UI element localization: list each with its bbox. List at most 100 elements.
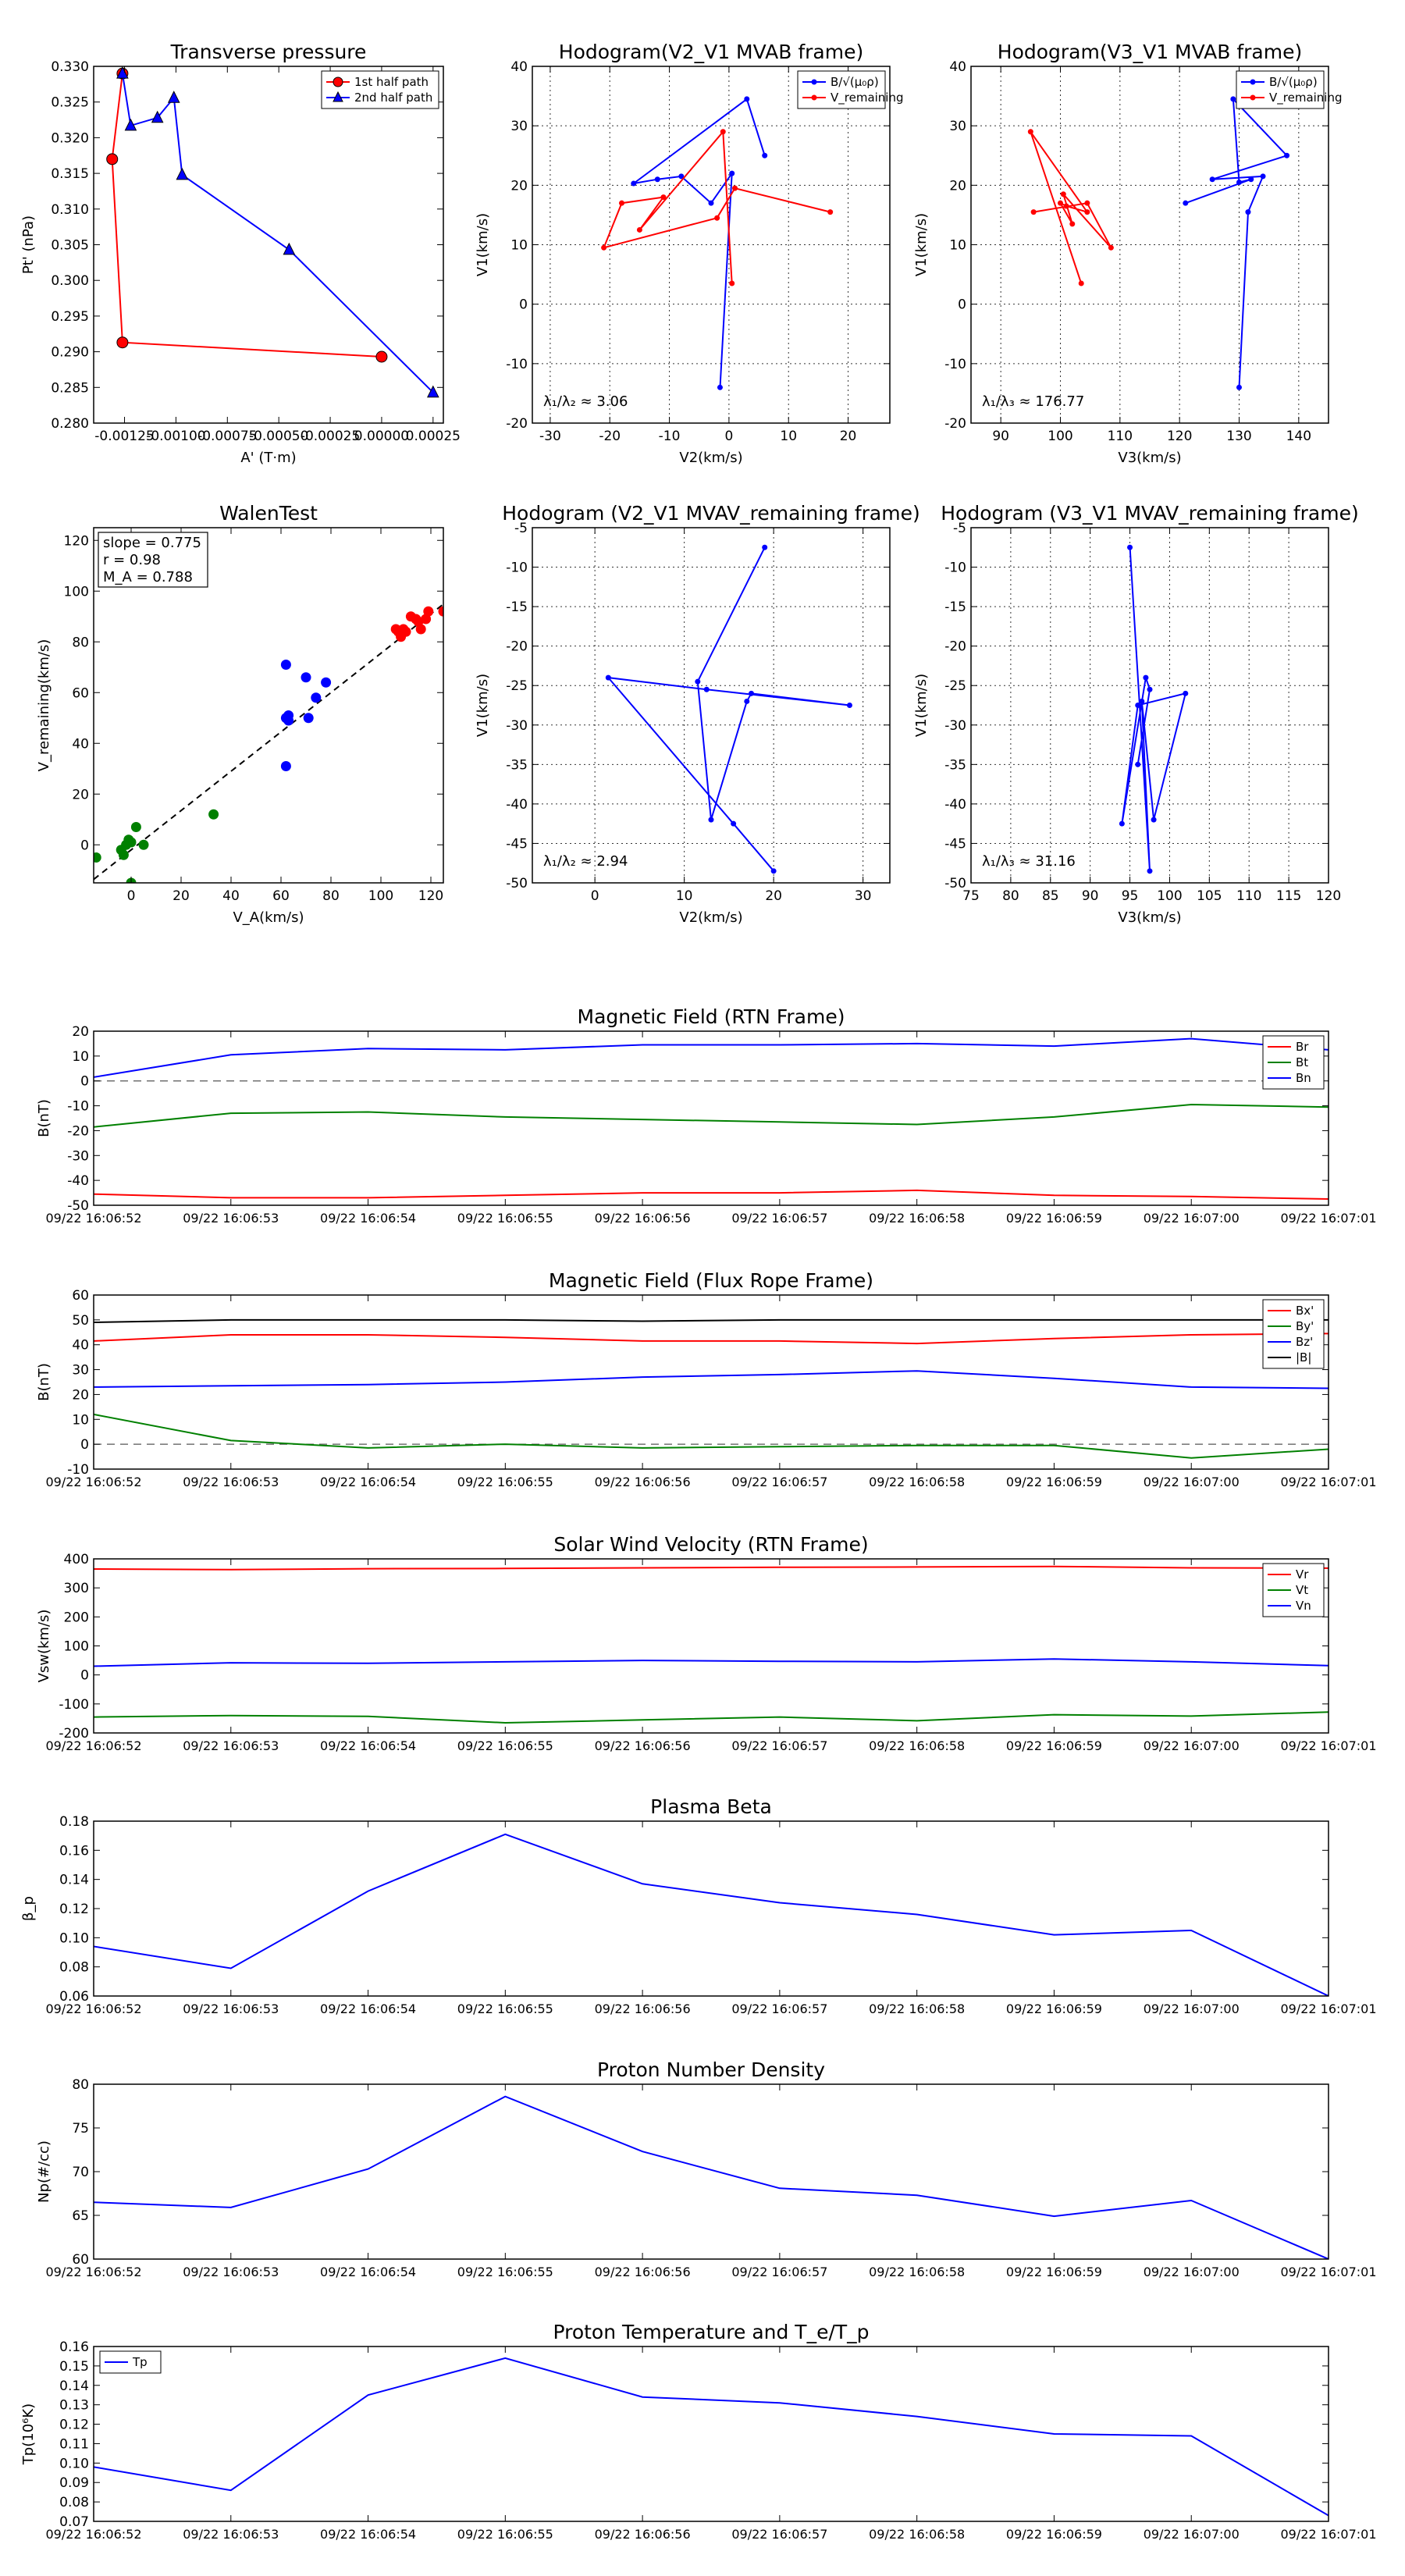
y-tick-label: 40	[72, 1338, 89, 1354]
y-tick-label: 20	[949, 178, 966, 194]
x-tick-label: 09/22 16:06:56	[595, 2527, 691, 2542]
data-point	[1236, 384, 1242, 390]
y-tick-label: -10	[944, 357, 966, 372]
x-tick-label: 09/22 16:06:55	[457, 2265, 553, 2279]
series-line	[606, 546, 850, 872]
legend: 1st half path 2nd half path	[321, 70, 439, 109]
data-point	[280, 761, 291, 771]
x-tick-label: 80	[1002, 888, 1019, 904]
x-tick-label: 0.00025	[406, 429, 461, 444]
y-axis-label: Np(#/cc)	[36, 2140, 52, 2203]
y-tick-label: -10	[67, 1099, 89, 1115]
y-tick-label: 30	[949, 119, 966, 134]
series-line	[94, 1711, 1329, 1724]
y-axis-label: V1(km/s)	[475, 213, 491, 276]
x-tick-label: 09/22 16:06:52	[45, 2527, 141, 2542]
x-tick-label: 09/22 16:07:00	[1144, 2265, 1240, 2279]
data-point	[708, 817, 714, 823]
y-tick-label: 0	[80, 1437, 89, 1453]
x-tick-label: 09/22 16:07:00	[1144, 1738, 1240, 1753]
series-Vr	[94, 1565, 1329, 1571]
x-tick-label: 09/22 16:06:52	[45, 2265, 141, 2279]
series-Tp	[94, 2357, 1329, 2517]
x-tick-label: -0.00050	[249, 429, 308, 444]
data-point	[729, 170, 735, 176]
series-line	[94, 2357, 1329, 2517]
y-tick-label: 40	[510, 59, 528, 75]
series-line	[1030, 131, 1112, 284]
y-tick-label: -10	[944, 560, 966, 576]
y-tick-label: -40	[944, 797, 966, 813]
x-tick-label: 09/22 16:06:57	[731, 2001, 827, 2016]
series-1st half path	[106, 67, 388, 363]
legend-label: B/√(μ₀ρ)	[1269, 75, 1318, 89]
y-tick-label: -5	[953, 521, 966, 536]
y-tick-label: 0.08	[59, 2495, 89, 2510]
data-point	[1027, 129, 1033, 135]
chart-title: Transverse pressure	[170, 41, 367, 63]
legend-label: Bt	[1296, 1055, 1308, 1069]
data-point	[421, 614, 432, 624]
y-tick-label: 0.13	[59, 2398, 89, 2414]
legend-marker	[811, 79, 817, 85]
y-tick-label: -100	[59, 1697, 89, 1713]
legend: B/√(μ₀ρ) V_remaining	[797, 70, 904, 109]
chart-np: 09/22 16:06:52 09/22 16:06:53 09/22 16:06:…	[36, 2058, 1377, 2279]
x-tick-label: 30	[855, 888, 872, 904]
x-tick-label: 09/22 16:06:56	[595, 1738, 691, 1753]
y-tick-label: -40	[67, 1173, 89, 1189]
data-point	[762, 544, 768, 550]
y-tick-label: -30	[67, 1148, 89, 1164]
series-Br	[94, 1189, 1329, 1200]
x-tick-label: 09/22 16:06:52	[45, 1475, 141, 1489]
data-point	[605, 674, 611, 681]
data-point	[1245, 209, 1251, 215]
data-point	[1143, 674, 1149, 681]
x-tick-label: 09/22 16:06:59	[1006, 2265, 1102, 2279]
y-tick-label: 0.10	[59, 1930, 89, 1946]
y-tick-label: 0	[519, 297, 528, 313]
data-point	[1108, 244, 1114, 251]
x-tick-label: 20	[173, 888, 190, 904]
y-tick-label: 50	[72, 1313, 89, 1329]
data-point	[427, 385, 439, 398]
y-tick-label: -45	[506, 836, 528, 852]
data-point	[1058, 200, 1063, 206]
x-tick-label: 09/22 16:06:58	[869, 1211, 965, 1226]
x-tick-label: 20	[765, 888, 782, 904]
x-tick-label: 0	[591, 888, 599, 904]
y-axis-label: V1(km/s)	[475, 674, 491, 737]
y-tick-label: 70	[72, 2165, 89, 2180]
y-tick-label: 0.305	[51, 238, 89, 254]
x-tick-label: 120	[418, 888, 443, 904]
x-tick-label: 09/22 16:06:58	[869, 2527, 965, 2542]
data-point	[1151, 817, 1157, 823]
y-tick-label: 0.14	[59, 2379, 89, 2394]
legend-label: Br	[1296, 1040, 1309, 1054]
y-axis-label: B(nT)	[36, 1363, 52, 1401]
x-tick-label: 110	[1108, 429, 1133, 444]
chart-title: Hodogram(V2_V1 MVAB frame)	[559, 41, 863, 63]
series-Vn	[94, 1658, 1329, 1667]
legend-marker	[1250, 79, 1256, 85]
data-point	[1030, 209, 1037, 215]
y-axis-label: Tp(10⁶K)	[20, 2403, 37, 2465]
y-tick-label: 30	[72, 1363, 89, 1379]
x-axis-label: V_A(km/s)	[233, 909, 304, 926]
data-point	[1236, 180, 1242, 186]
data-point	[1127, 544, 1133, 550]
legend-box	[1236, 70, 1325, 109]
x-tick-label: 09/22 16:06:55	[457, 1211, 553, 1226]
x-tick-label: 0	[127, 888, 136, 904]
data-point	[1078, 280, 1084, 286]
series-line	[94, 1658, 1329, 1667]
y-tick-label: -50	[67, 1198, 89, 1214]
x-tick-label: 09/22 16:06:58	[869, 2265, 965, 2279]
chart-beta: 09/22 16:06:52 09/22 16:06:53 09/22 16:06:…	[20, 1795, 1377, 2016]
data-point	[1139, 698, 1145, 704]
legend-marker	[333, 91, 343, 102]
chart-h4: 75 80 85 90 95 100 105 110 115 120 -50 -45 -40 -35 -30…	[913, 502, 1359, 926]
y-tick-label: 0.310	[51, 202, 89, 218]
x-tick-label: -0.00025	[301, 429, 360, 444]
data-point	[695, 678, 701, 685]
